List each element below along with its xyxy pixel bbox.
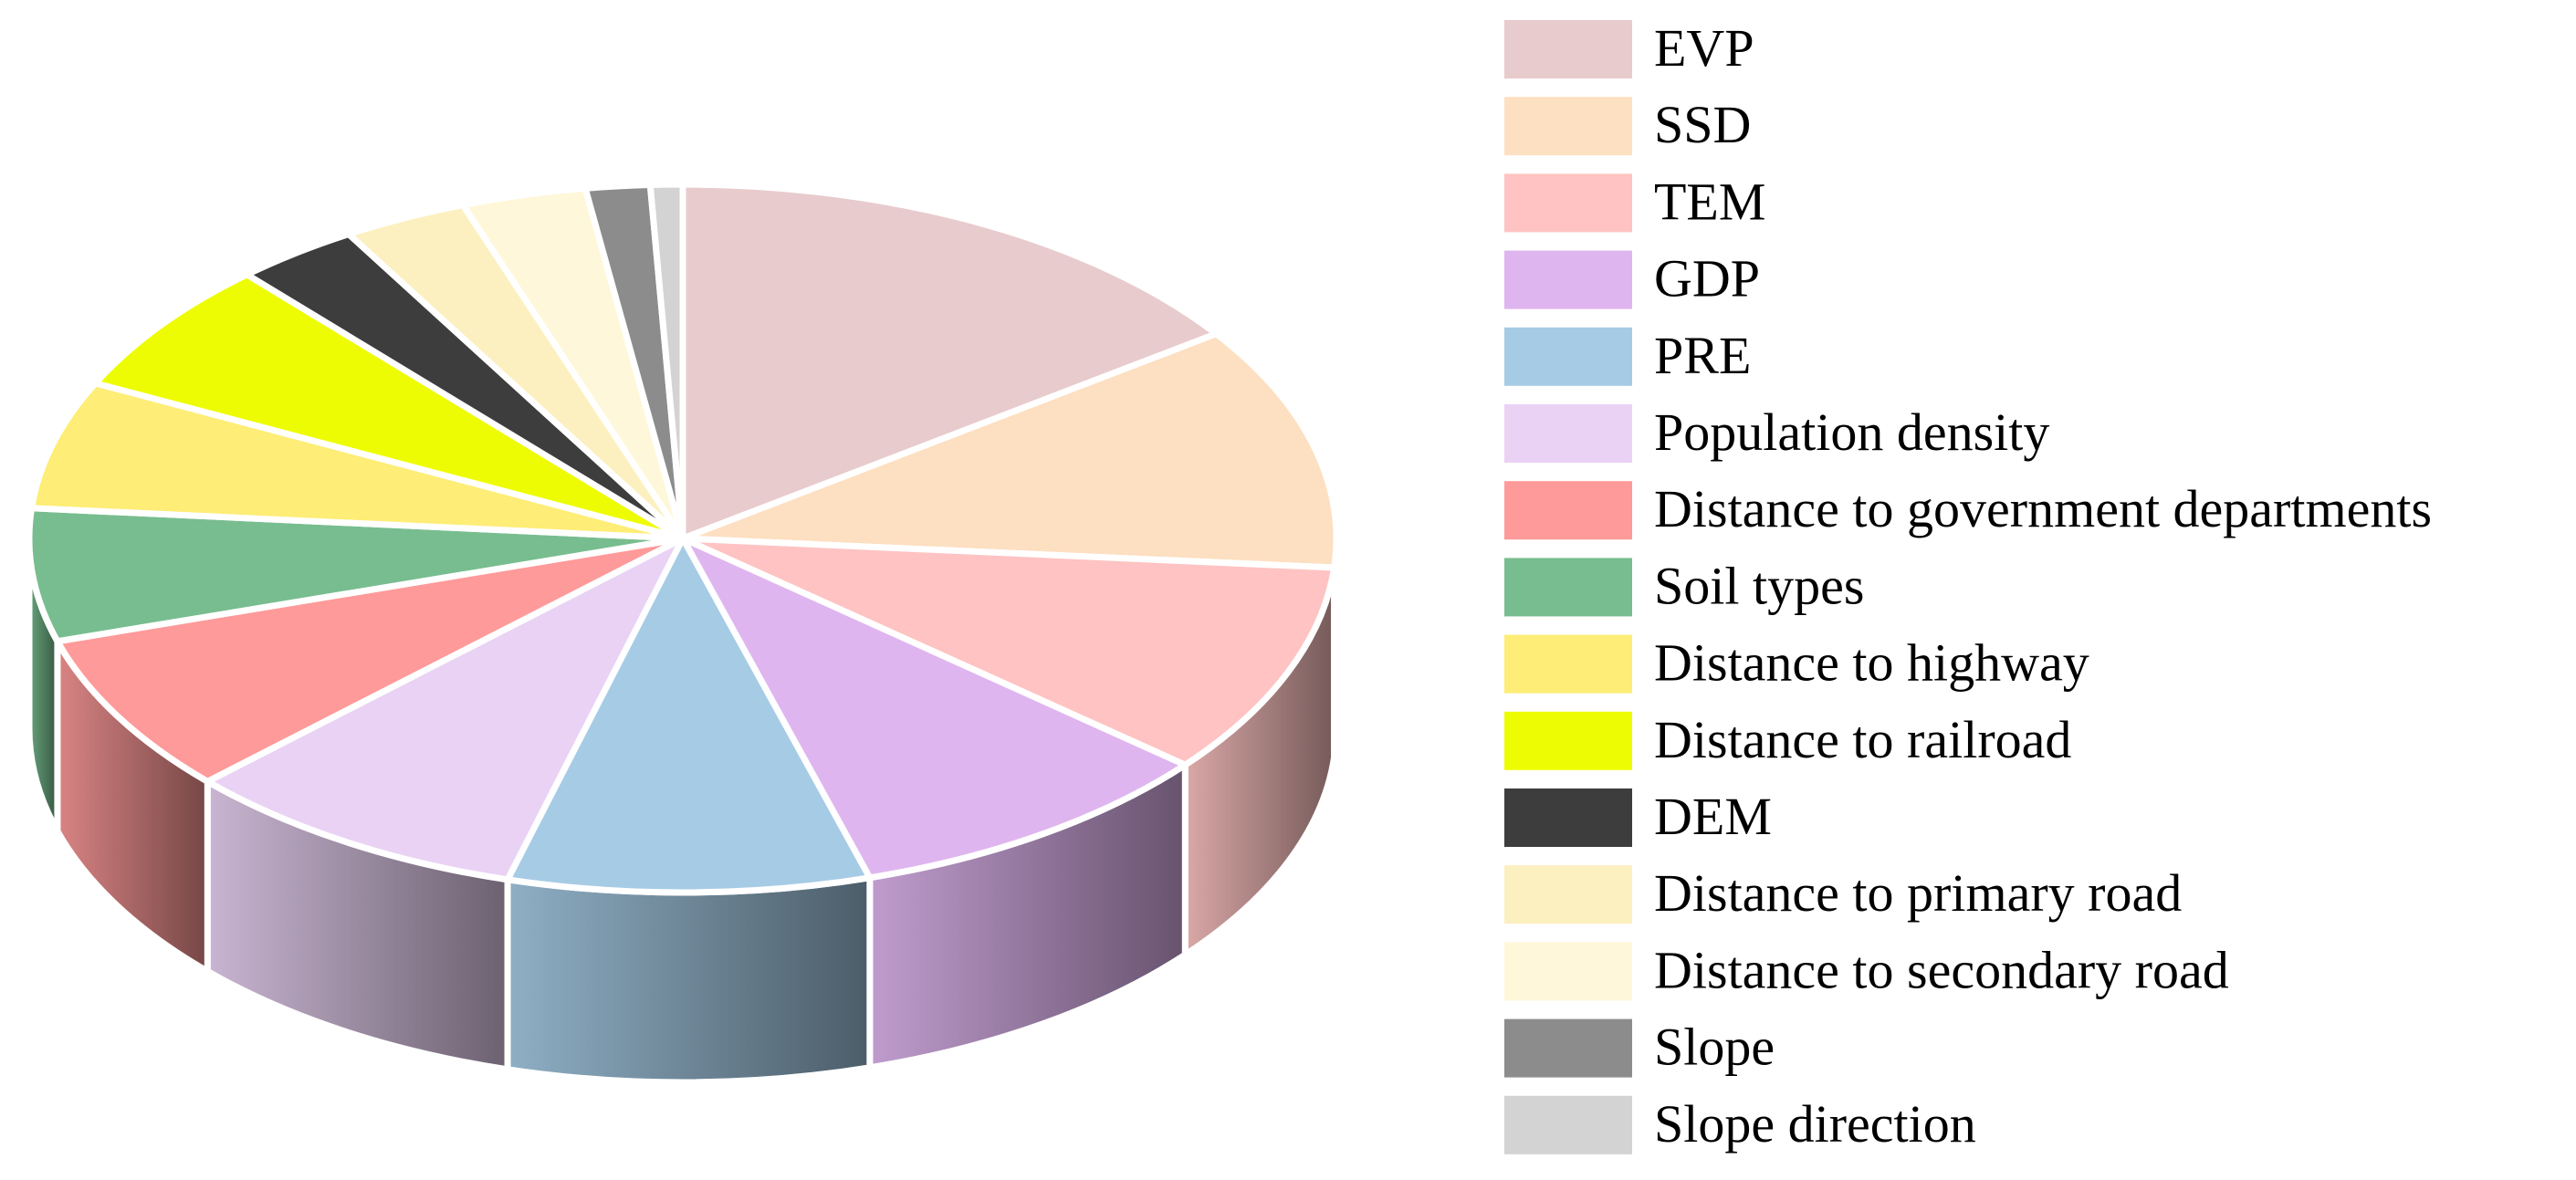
legend-label: EVP (1654, 18, 1754, 78)
legend-label: Slope (1654, 1018, 1775, 1077)
pie-slice-distance-to-railroad (92, 271, 686, 542)
legend-item: Soil types (1504, 556, 1864, 617)
legend-swatch (1504, 20, 1632, 78)
legend-swatch (1504, 634, 1632, 694)
legend-label: PRE (1654, 326, 1751, 385)
legend-item: Slope (1504, 1018, 1775, 1078)
legend-item: Population density (1504, 402, 2049, 463)
pie-slice-population-density (204, 535, 686, 883)
pie-slice-distance-to-highway (28, 380, 686, 542)
legend-item: PRE (1504, 326, 1751, 386)
legend-label: Distance to primary road (1654, 863, 2182, 923)
legend-item: Distance to highway (1504, 633, 2089, 694)
legend-swatch (1504, 404, 1632, 463)
pie-slice-distance-to-government-departments (54, 535, 686, 785)
pie-slice-soil-types (26, 505, 686, 645)
legend-item: SSD (1504, 95, 1751, 156)
legend-label: Slope direction (1654, 1094, 1976, 1154)
legend-label: Distance to government departments (1654, 479, 2432, 538)
legend-swatch (1504, 1095, 1632, 1154)
legend-item: Distance to government departments (1504, 479, 2432, 540)
legend-swatch (1504, 788, 1632, 847)
pie-slice-tem (679, 535, 1338, 768)
pie-slice-ssd (679, 330, 1340, 571)
legend-swatch (1504, 711, 1632, 770)
legend-item: TEM (1504, 172, 1765, 233)
legend-swatch (1504, 558, 1632, 617)
legend-swatch (1504, 173, 1632, 233)
legend-swatch (1504, 481, 1632, 540)
legend-label: GDP (1654, 249, 1760, 308)
legend-label: Distance to railroad (1654, 710, 2071, 769)
legend-label: Distance to secondary road (1654, 940, 2229, 999)
legend-item: Distance to primary road (1504, 863, 2182, 924)
legend-item: EVP (1504, 18, 1754, 78)
pie-slice-evp (679, 181, 1220, 542)
legend-item: Slope direction (1504, 1094, 1976, 1154)
legend-item: Distance to secondary road (1504, 940, 2229, 1001)
pie-slice-slope-direction (646, 181, 686, 542)
pie-side-pre (504, 874, 874, 1086)
legend-swatch (1504, 327, 1632, 386)
legend-label: Distance to highway (1654, 633, 2089, 693)
legend-label: TEM (1654, 172, 1765, 231)
legend-swatch (1504, 865, 1632, 924)
legend-swatch (1504, 250, 1632, 309)
legend-label: DEM (1654, 787, 1772, 846)
legend-label: Soil types (1654, 556, 1864, 615)
pie-slice-pre (504, 535, 874, 896)
pie-top-faces (26, 181, 1340, 896)
pie-slice-gdp (679, 535, 1189, 882)
legend-item: DEM (1504, 787, 1772, 847)
legend-item: GDP (1504, 249, 1760, 309)
legend-item: Distance to railroad (1504, 710, 2071, 770)
legend-swatch (1504, 1018, 1632, 1078)
legend-swatch (1504, 942, 1632, 1001)
legend: EVP SSD TEM GDP PRE Population density Distanc… (1504, 18, 2432, 1154)
legend-label: SSD (1654, 95, 1751, 154)
legend-label: Population density (1654, 402, 2049, 462)
legend-swatch (1504, 97, 1632, 156)
